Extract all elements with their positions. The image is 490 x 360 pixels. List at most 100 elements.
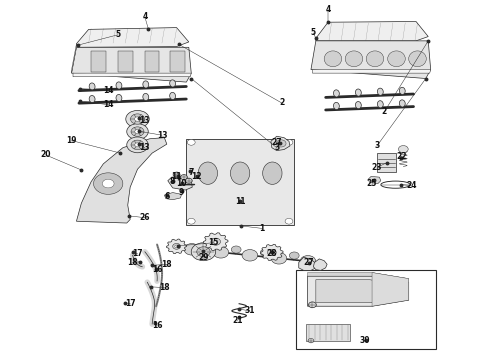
Ellipse shape xyxy=(308,338,314,343)
Polygon shape xyxy=(91,51,106,72)
Text: 19: 19 xyxy=(66,136,77,145)
Ellipse shape xyxy=(268,249,276,256)
Text: 7: 7 xyxy=(189,168,194,177)
Text: 21: 21 xyxy=(232,316,243,325)
Text: 4: 4 xyxy=(142,12,147,21)
Ellipse shape xyxy=(116,82,122,89)
Polygon shape xyxy=(186,139,294,225)
Ellipse shape xyxy=(191,243,216,261)
Text: 23: 23 xyxy=(372,163,382,172)
Ellipse shape xyxy=(366,51,384,67)
Polygon shape xyxy=(313,69,431,73)
Ellipse shape xyxy=(131,140,144,150)
Bar xyxy=(296,270,436,349)
Ellipse shape xyxy=(127,137,148,153)
Polygon shape xyxy=(145,51,159,72)
Ellipse shape xyxy=(130,114,145,124)
Text: 25: 25 xyxy=(367,179,377,188)
Text: 13: 13 xyxy=(157,131,167,140)
Text: 28: 28 xyxy=(267,249,277,258)
Ellipse shape xyxy=(102,179,114,188)
Polygon shape xyxy=(316,22,428,41)
Text: 5: 5 xyxy=(311,28,316,37)
Ellipse shape xyxy=(170,93,175,100)
Text: 6: 6 xyxy=(164,192,170,201)
Ellipse shape xyxy=(276,140,286,147)
Text: 30: 30 xyxy=(360,336,370,345)
Text: 2: 2 xyxy=(382,107,387,116)
Ellipse shape xyxy=(355,89,361,96)
Polygon shape xyxy=(306,324,350,341)
Ellipse shape xyxy=(270,251,274,254)
Ellipse shape xyxy=(135,130,140,134)
Ellipse shape xyxy=(334,102,340,109)
Polygon shape xyxy=(170,51,185,72)
Text: 5: 5 xyxy=(116,30,121,39)
Polygon shape xyxy=(316,280,400,303)
Text: 20: 20 xyxy=(40,150,51,159)
Polygon shape xyxy=(76,138,167,223)
Polygon shape xyxy=(76,28,189,47)
Text: 24: 24 xyxy=(406,181,416,190)
Polygon shape xyxy=(72,44,76,73)
Ellipse shape xyxy=(184,244,199,255)
Text: 27: 27 xyxy=(303,258,314,267)
Ellipse shape xyxy=(175,245,178,248)
Text: 26: 26 xyxy=(140,213,150,222)
Ellipse shape xyxy=(263,162,282,184)
Ellipse shape xyxy=(185,178,192,183)
Ellipse shape xyxy=(89,83,95,90)
Ellipse shape xyxy=(197,247,210,257)
Polygon shape xyxy=(203,233,228,251)
Polygon shape xyxy=(311,41,431,78)
Text: 1: 1 xyxy=(260,224,265,233)
Polygon shape xyxy=(308,273,409,282)
Text: 9: 9 xyxy=(179,188,184,197)
Ellipse shape xyxy=(131,127,144,136)
Ellipse shape xyxy=(94,173,123,194)
Ellipse shape xyxy=(300,256,316,267)
Polygon shape xyxy=(72,47,191,82)
Ellipse shape xyxy=(213,247,229,258)
Text: 10: 10 xyxy=(176,179,187,188)
Ellipse shape xyxy=(399,87,405,94)
Ellipse shape xyxy=(388,51,405,67)
Text: 8: 8 xyxy=(169,177,174,186)
Ellipse shape xyxy=(231,246,241,253)
Ellipse shape xyxy=(377,88,383,95)
Ellipse shape xyxy=(127,124,148,139)
Ellipse shape xyxy=(398,145,408,153)
Polygon shape xyxy=(299,257,316,270)
Text: 12: 12 xyxy=(191,172,201,181)
Ellipse shape xyxy=(345,51,363,67)
Text: 22: 22 xyxy=(396,152,407,161)
Polygon shape xyxy=(164,193,181,200)
Ellipse shape xyxy=(355,102,361,109)
Text: 14: 14 xyxy=(103,100,114,109)
Text: 18: 18 xyxy=(159,283,170,292)
Polygon shape xyxy=(314,259,327,270)
Text: 15: 15 xyxy=(208,238,219,247)
Ellipse shape xyxy=(135,143,140,147)
Ellipse shape xyxy=(242,249,258,261)
Polygon shape xyxy=(73,73,191,77)
Ellipse shape xyxy=(260,249,270,256)
Ellipse shape xyxy=(409,51,426,67)
Text: 3: 3 xyxy=(374,141,380,150)
Polygon shape xyxy=(372,273,409,306)
Ellipse shape xyxy=(309,302,317,308)
Text: 16: 16 xyxy=(152,265,162,274)
Text: 4: 4 xyxy=(325,5,331,14)
Ellipse shape xyxy=(135,117,141,121)
Polygon shape xyxy=(118,51,133,72)
Text: 17: 17 xyxy=(132,249,143,258)
Ellipse shape xyxy=(187,139,195,145)
Ellipse shape xyxy=(285,219,293,224)
Ellipse shape xyxy=(334,90,340,97)
Ellipse shape xyxy=(143,94,149,100)
Text: 11: 11 xyxy=(172,172,182,181)
Ellipse shape xyxy=(172,243,180,249)
Text: 3: 3 xyxy=(274,143,279,152)
Polygon shape xyxy=(261,244,283,261)
Ellipse shape xyxy=(271,253,287,264)
